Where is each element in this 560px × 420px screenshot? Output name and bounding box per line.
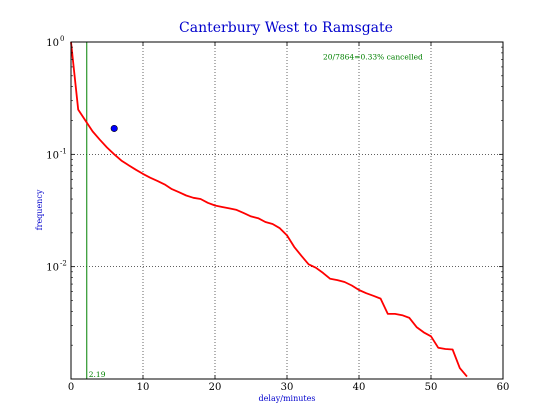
- y-tick-label: 10: [46, 38, 59, 49]
- y-tick-exponent: -1: [60, 147, 67, 155]
- grid-layer: [71, 42, 503, 379]
- x-tick-label: 40: [353, 382, 366, 393]
- chart-title: Canterbury West to Ramsgate: [179, 20, 393, 36]
- y-tick-label: 10: [46, 263, 59, 274]
- plot-layer: 2.19 20/7864=0.33% cancelled: [70, 41, 468, 379]
- reference-vline-label: 2.19: [89, 370, 106, 379]
- mean-marker: [110, 124, 118, 132]
- y-axis-label: frequency: [35, 189, 44, 230]
- x-tick-label: 60: [497, 382, 510, 393]
- x-tick-label: 0: [68, 382, 74, 393]
- cancellation-annotation: 20/7864=0.33% cancelled: [323, 52, 423, 61]
- x-tick-label: 10: [137, 382, 150, 393]
- x-axis-label: delay/minutes: [259, 394, 316, 403]
- y-tick-exponent: -2: [60, 260, 67, 268]
- y-tick-label: 10: [46, 150, 59, 161]
- x-tick-label: 20: [209, 382, 222, 393]
- frequency-curve: [70, 41, 468, 378]
- x-tick-label: 30: [281, 382, 294, 393]
- y-tick-exponent: 0: [60, 35, 64, 43]
- x-tick-label: 50: [425, 382, 438, 393]
